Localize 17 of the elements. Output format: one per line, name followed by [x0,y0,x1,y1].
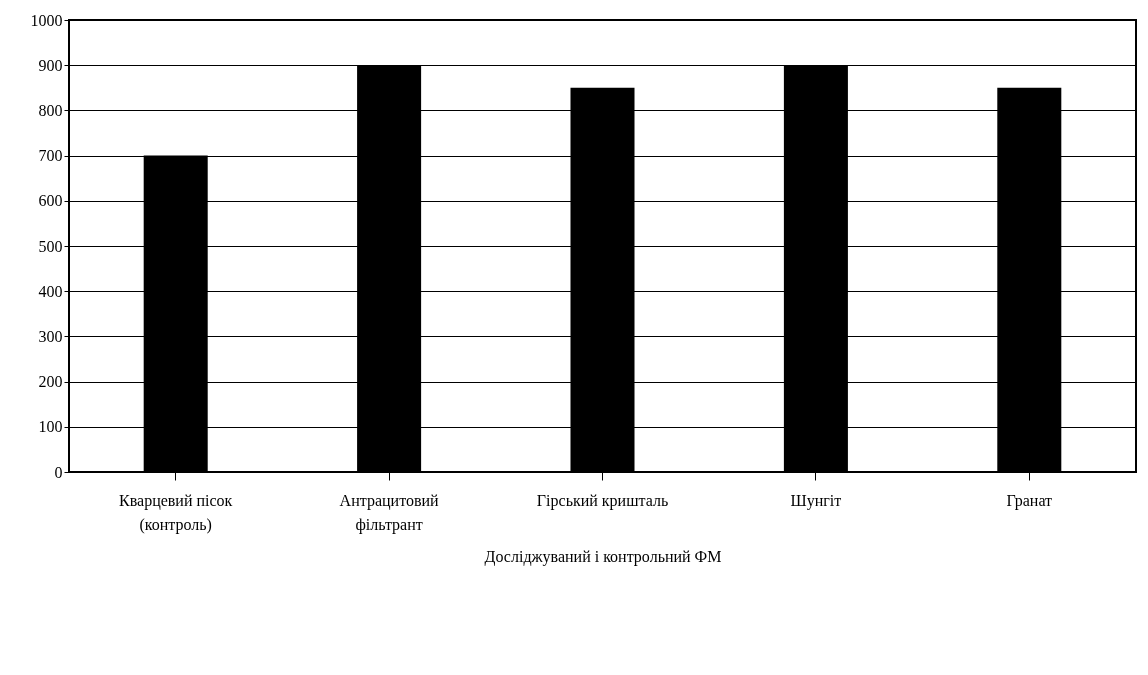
y-tick-label: 0 [54,463,63,481]
y-tick-label: 1000 [30,11,63,29]
x-tick-label: Кварцевий пісок (контроль) [119,491,233,534]
x-tick-label: Шунгіт [790,491,842,510]
x-tick-label: Гірський кришталь [536,491,669,510]
y-tick-label: 900 [38,56,63,74]
y-tick-label: 600 [38,192,63,210]
x-tick-label: Гранат [1006,491,1053,510]
y-tick-label: 300 [38,327,63,345]
x-tick-label: Антрацитовий фільтрант [339,491,440,534]
y-tick-label: 700 [38,147,63,165]
y-tick-label: 800 [38,101,63,119]
x-axis-title: Досліджуваний і контрольний ФМ [484,547,722,566]
y-tick-label: 400 [38,282,63,300]
y-tick-label: 200 [38,373,63,391]
y-tick-label: 100 [38,418,63,436]
y-tick-label: 500 [38,237,63,255]
